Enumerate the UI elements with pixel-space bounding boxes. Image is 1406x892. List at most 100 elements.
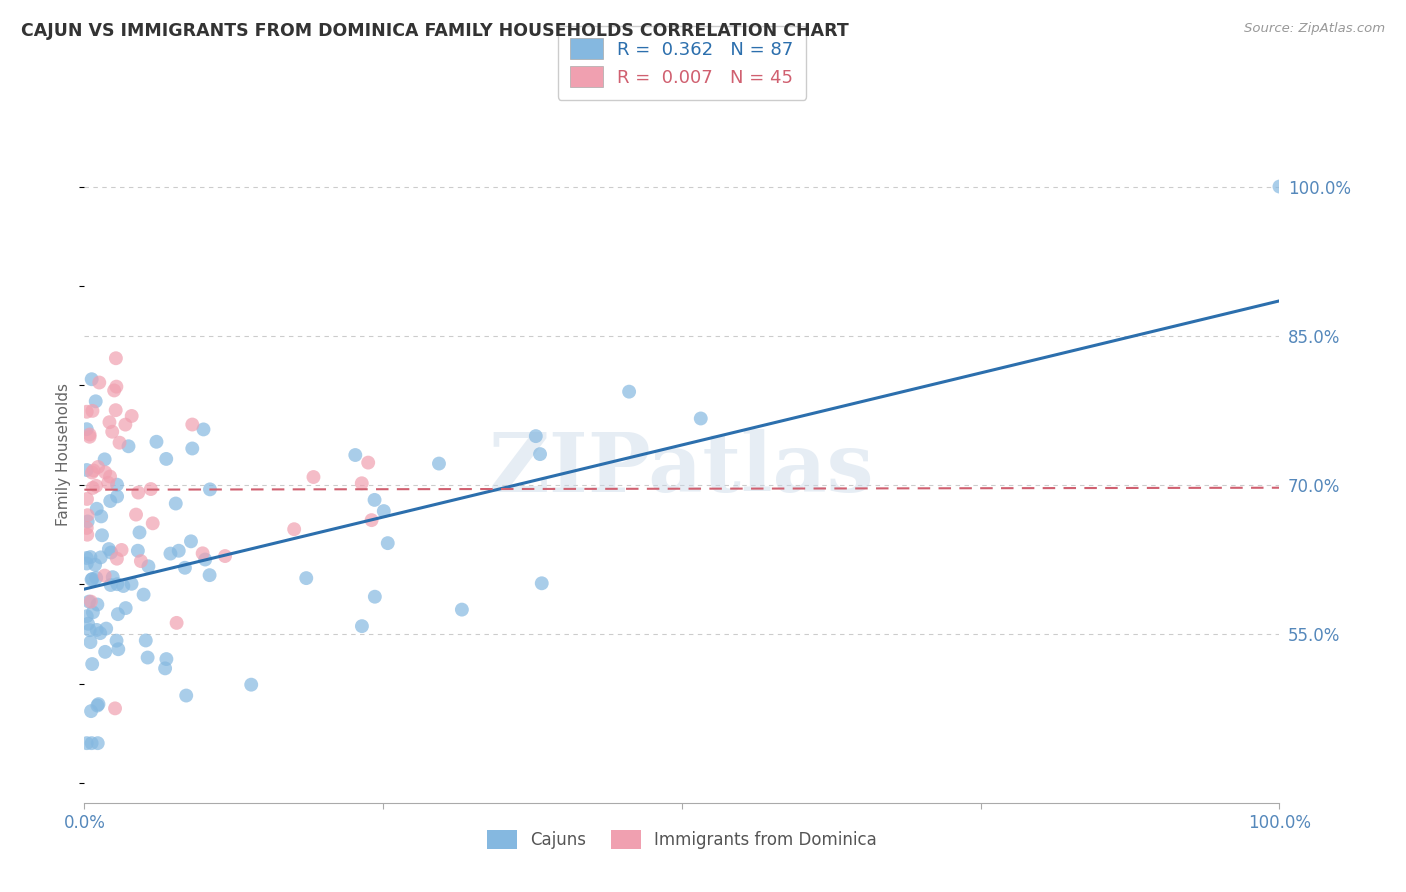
Point — [96, 622, 118, 636]
Point — [283, 522, 305, 536]
Point — [100, 578, 122, 592]
Point — [93, 568, 115, 582]
Point — [76, 405, 98, 419]
Point — [80, 594, 103, 608]
Point — [198, 483, 221, 497]
Point — [165, 496, 187, 510]
Point — [114, 417, 136, 432]
Point — [344, 448, 367, 462]
Point — [427, 457, 450, 471]
Point — [180, 534, 202, 549]
Point — [107, 642, 129, 657]
Point — [350, 619, 373, 633]
Point — [79, 623, 101, 637]
Point — [617, 384, 640, 399]
Point — [107, 607, 129, 621]
Point — [98, 469, 121, 483]
Point — [295, 571, 318, 585]
Point — [104, 403, 127, 417]
Point — [105, 551, 128, 566]
Point — [94, 645, 117, 659]
Point — [76, 557, 98, 571]
Point — [90, 550, 112, 565]
Point — [155, 451, 177, 466]
Point — [166, 615, 188, 630]
Point — [1268, 179, 1291, 194]
Point — [104, 351, 127, 366]
Point — [529, 447, 551, 461]
Point — [80, 573, 103, 587]
Point — [105, 490, 128, 504]
Point — [76, 491, 98, 506]
Point — [373, 504, 395, 518]
Point — [105, 379, 128, 393]
Point — [79, 550, 101, 565]
Point — [114, 601, 136, 615]
Point — [84, 394, 107, 409]
Point — [89, 626, 111, 640]
Point — [451, 602, 474, 616]
Point — [193, 422, 215, 436]
Y-axis label: Family Households: Family Households — [56, 384, 72, 526]
Point — [121, 409, 143, 423]
Point — [79, 635, 101, 649]
Point — [76, 515, 98, 529]
Point — [82, 657, 104, 671]
Point — [174, 561, 197, 575]
Point — [689, 411, 711, 425]
Point — [89, 376, 111, 390]
Point — [98, 415, 121, 429]
Point — [530, 576, 553, 591]
Point — [159, 547, 181, 561]
Point — [145, 434, 167, 449]
Point — [194, 552, 217, 566]
Point — [84, 571, 107, 585]
Point — [90, 509, 112, 524]
Point — [181, 417, 204, 432]
Point — [76, 463, 98, 477]
Point — [136, 650, 159, 665]
Point — [142, 516, 165, 531]
Point — [86, 598, 108, 612]
Point — [360, 513, 382, 527]
Point — [86, 501, 108, 516]
Point — [302, 470, 325, 484]
Point — [112, 579, 135, 593]
Point — [174, 689, 197, 703]
Text: Source: ZipAtlas.com: Source: ZipAtlas.com — [1244, 22, 1385, 36]
Point — [80, 466, 103, 480]
Point — [105, 633, 128, 648]
Point — [76, 521, 98, 535]
Point — [82, 481, 104, 495]
Point — [77, 594, 100, 608]
Point — [82, 572, 104, 586]
Point — [76, 508, 98, 523]
Text: CAJUN VS IMMIGRANTS FROM DOMINICA FAMILY HOUSEHOLDS CORRELATION CHART: CAJUN VS IMMIGRANTS FROM DOMINICA FAMILY… — [21, 22, 849, 40]
Point — [128, 525, 150, 540]
Point — [127, 485, 149, 500]
Point — [76, 551, 98, 566]
Point — [364, 590, 387, 604]
Point — [80, 704, 103, 718]
Point — [101, 425, 124, 439]
Point — [76, 527, 98, 541]
Point — [135, 633, 157, 648]
Legend: Cajuns, Immigrants from Dominica: Cajuns, Immigrants from Dominica — [478, 822, 886, 857]
Point — [105, 477, 128, 491]
Point — [87, 697, 110, 711]
Point — [377, 536, 399, 550]
Point — [108, 435, 131, 450]
Point — [79, 430, 101, 444]
Point — [240, 678, 263, 692]
Point — [76, 422, 98, 436]
Point — [79, 427, 101, 442]
Point — [76, 736, 98, 750]
Point — [181, 442, 204, 456]
Point — [138, 559, 160, 574]
Point — [82, 404, 104, 418]
Point — [101, 570, 124, 584]
Point — [153, 661, 176, 675]
Point — [76, 609, 98, 624]
Point — [125, 508, 148, 522]
Point — [132, 588, 155, 602]
